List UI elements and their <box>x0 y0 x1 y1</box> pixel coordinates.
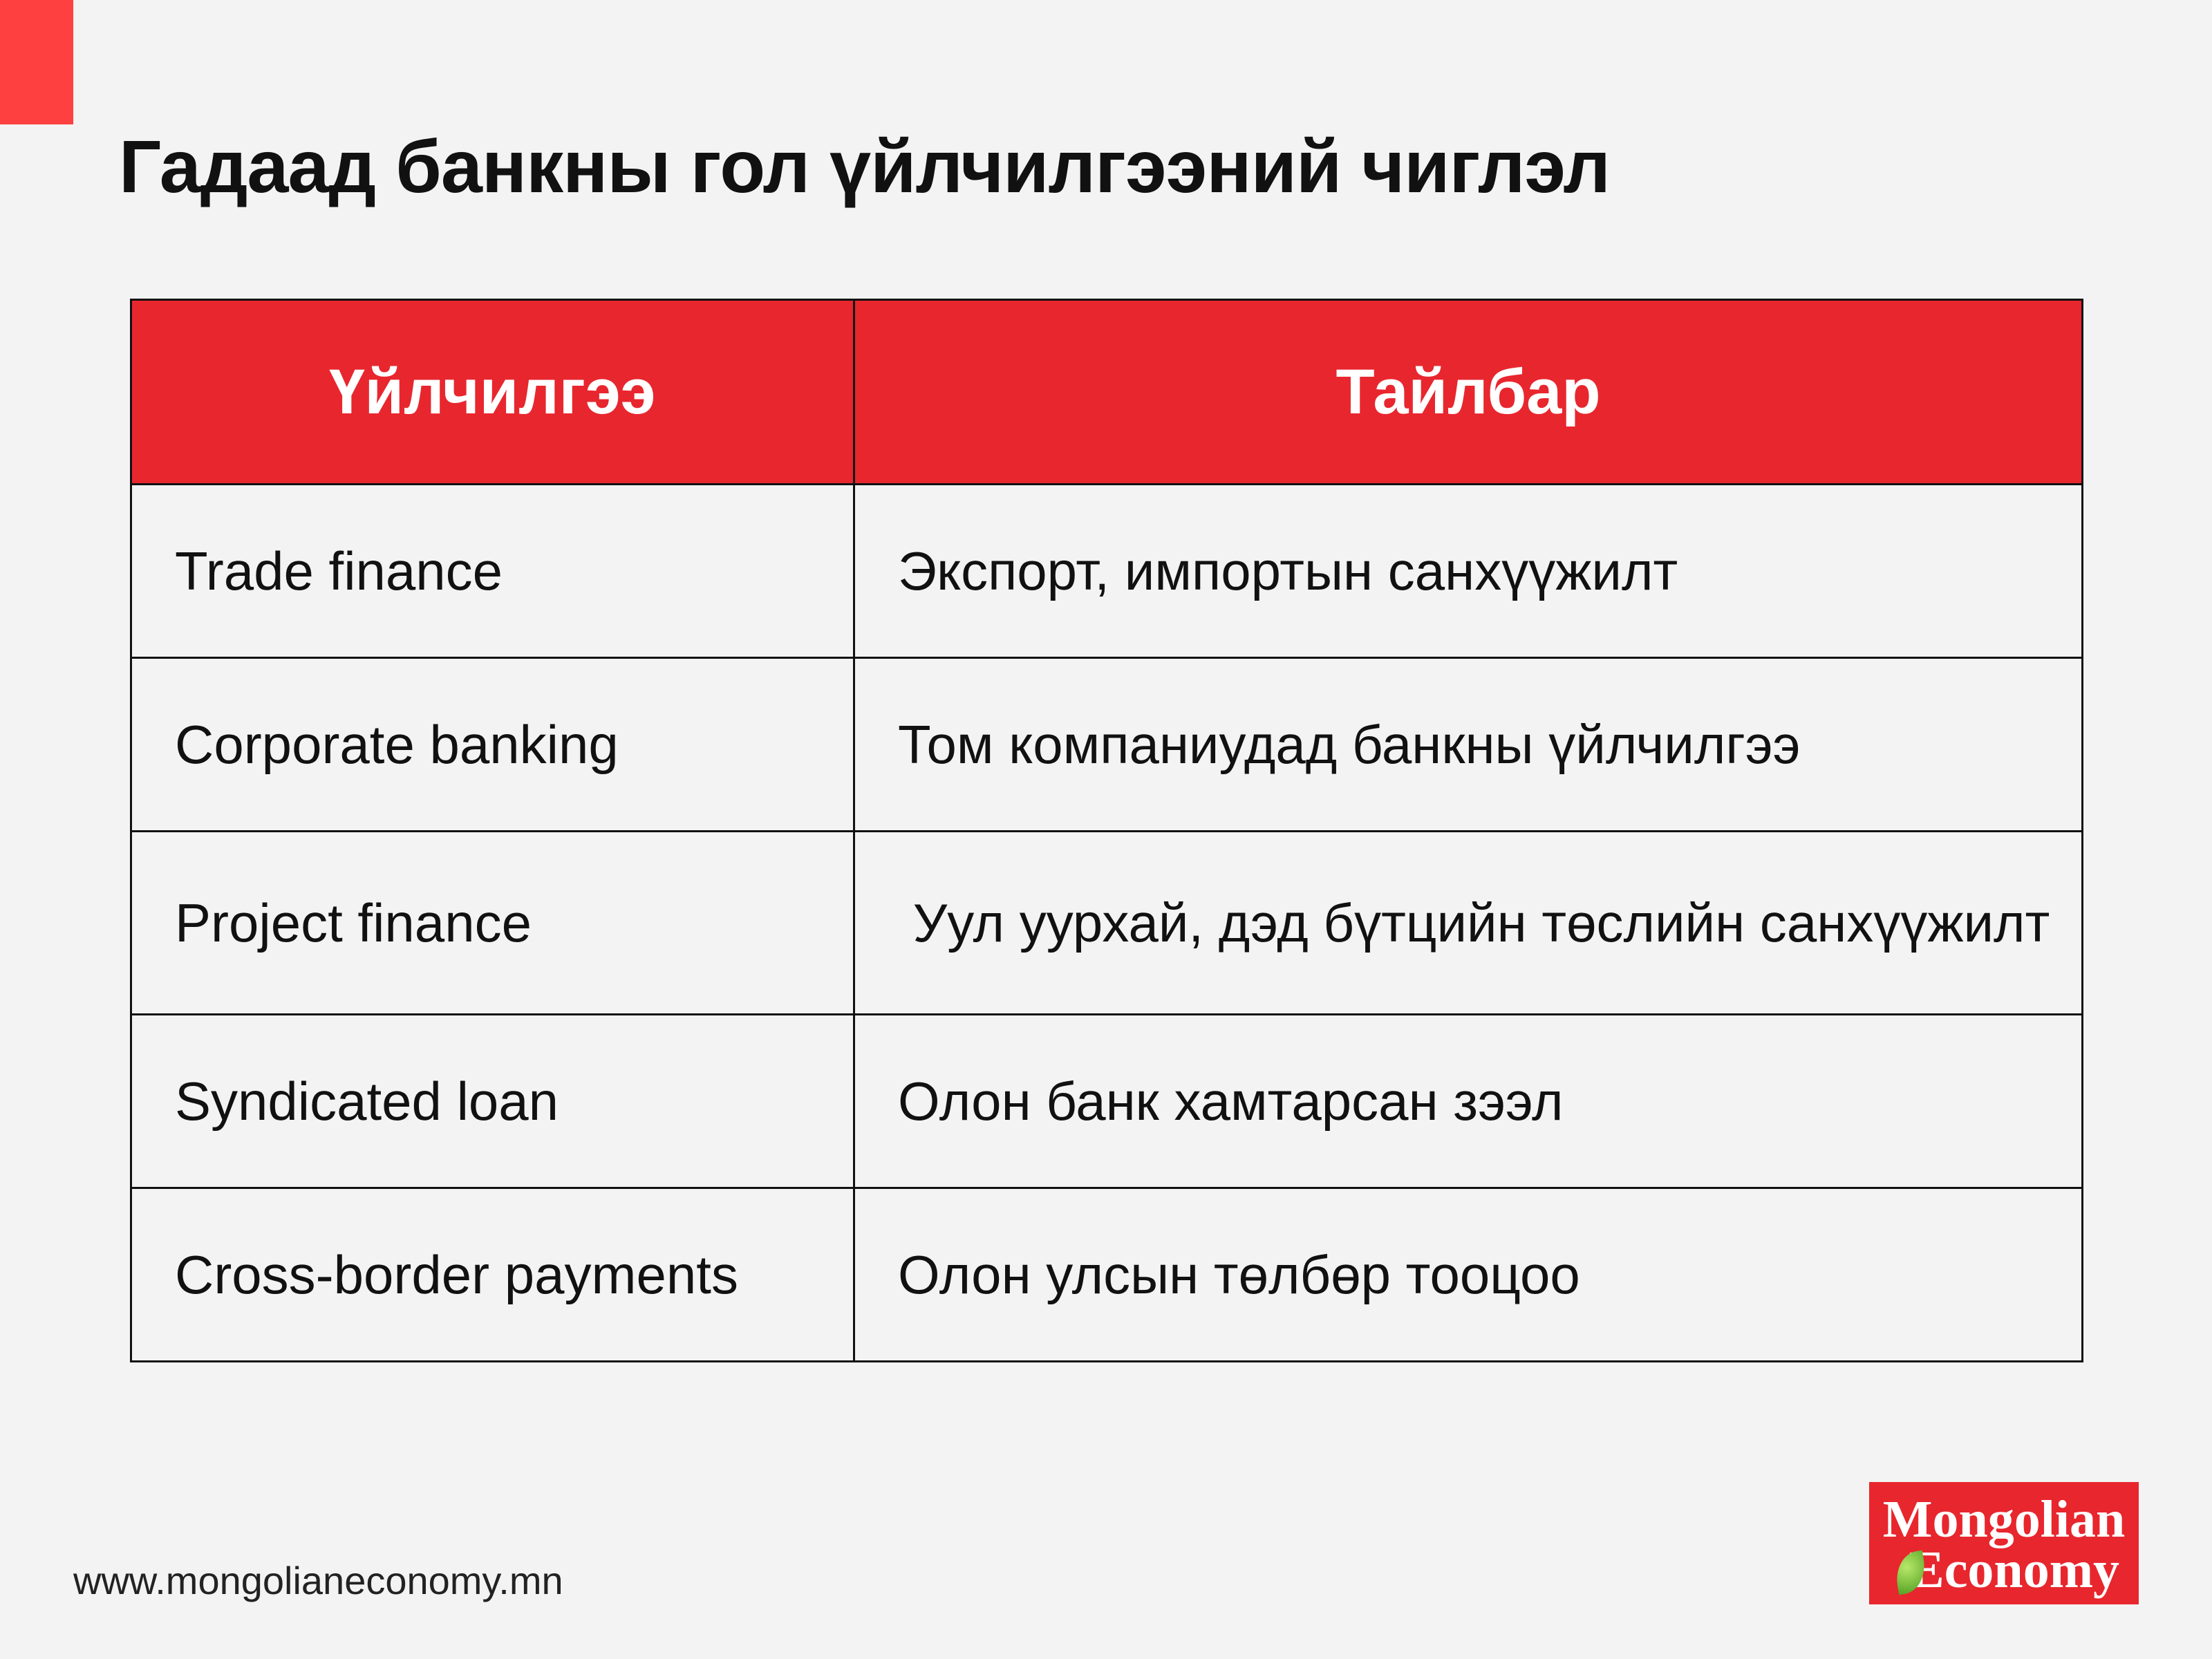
description-cell: Том компаниудад банкны үйлчилгээ <box>853 657 2083 832</box>
description-cell: Уул уурхай, дэд бүтцийн төслийн санхүүжи… <box>853 830 2083 1015</box>
logo-line2-wrap: Economy <box>1869 1544 2139 1596</box>
logo-line2: Economy <box>1909 1541 2119 1599</box>
description-cell: Олон улсын төлбөр тооцоо <box>853 1187 2083 1362</box>
logo-line1: Mongolian <box>1882 1490 2126 1548</box>
description-cell: Экспорт, импортын санхүүжилт <box>853 483 2083 659</box>
service-cell: Trade finance <box>130 483 855 659</box>
mongolian-economy-logo: Mongolian Economy <box>1869 1482 2139 1604</box>
service-cell: Cross-border payments <box>130 1187 855 1362</box>
table-row: Cross-border payments Олон улсын төлбөр … <box>130 1187 2083 1362</box>
header-service: Үйлчилгээ <box>130 299 855 485</box>
corner-accent <box>0 0 73 124</box>
table-row: Syndicated loan Олон банк хамтарсан зээл <box>130 1013 2083 1189</box>
table-header: Үйлчилгээ Тайлбар <box>130 299 2083 485</box>
description-cell: Олон банк хамтарсан зээл <box>853 1013 2083 1189</box>
service-cell: Syndicated loan <box>130 1013 855 1189</box>
page-title: Гадаад банкны гол үйлчилгээний чиглэл <box>119 124 1611 208</box>
service-cell: Corporate banking <box>130 657 855 832</box>
service-cell: Project finance <box>130 830 855 1015</box>
services-table: Үйлчилгээ Тайлбар Trade finance Экспорт,… <box>130 299 2083 1362</box>
footer-url: www.mongolianeconomy.mn <box>73 1559 563 1602</box>
table-row: Trade finance Экспорт, импортын санхүүжи… <box>130 483 2083 659</box>
header-description: Тайлбар <box>853 299 2083 485</box>
table-row: Corporate banking Том компаниудад банкны… <box>130 657 2083 832</box>
table-row: Project finance Уул уурхай, дэд бүтцийн … <box>130 830 2083 1015</box>
